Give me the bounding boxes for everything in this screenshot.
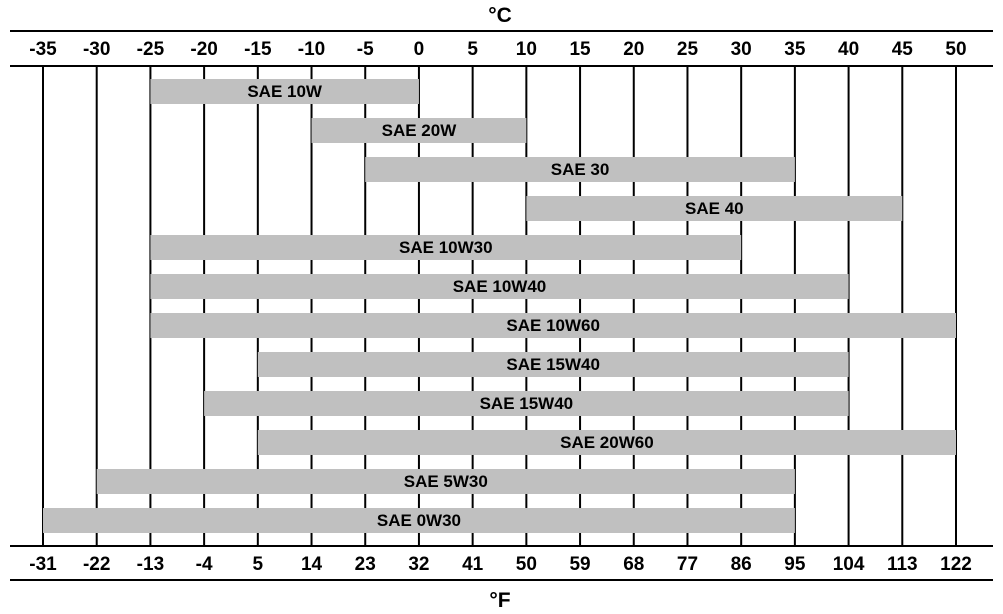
- celsius-tick-label: 15: [569, 39, 591, 60]
- celsius-tick-label: -15: [244, 39, 272, 60]
- bars-group: SAE 10W SAE 20W SAE 30 SAE 40 SAE 10W30 SAE 1…: [43, 79, 957, 533]
- fahrenheit-tick-label: 95: [784, 554, 806, 575]
- fahrenheit-tick-label: -22: [83, 554, 110, 575]
- fahrenheit-tick-label: 122: [940, 554, 972, 575]
- celsius-tick-label: 10: [516, 39, 537, 60]
- range-bar-label: SAE 10W: [247, 82, 323, 101]
- fahrenheit-tick-label: -4: [196, 554, 213, 575]
- range-bar-label: SAE 30: [551, 160, 610, 179]
- range-bar-label: SAE 20W60: [560, 433, 654, 452]
- celsius-tick-label: 5: [467, 39, 478, 60]
- range-bar: [96, 469, 795, 494]
- celsius-tick-label: -20: [190, 39, 217, 60]
- fahrenheit-tick-label: -13: [137, 554, 164, 575]
- fahrenheit-tick-label: 23: [355, 554, 376, 575]
- fahrenheit-tick-label: 59: [569, 554, 590, 575]
- celsius-tick-label: 50: [945, 39, 966, 60]
- celsius-tick-label: -25: [137, 39, 165, 60]
- fahrenheit-tick-label: -31: [29, 554, 57, 575]
- range-bar: [311, 118, 527, 143]
- axis-frame: [10, 30, 993, 581]
- range-bar-label: SAE 10W30: [399, 238, 493, 257]
- celsius-tick-label: -10: [298, 39, 325, 60]
- range-bar: [150, 274, 849, 299]
- range-bar-label: SAE 10W40: [453, 277, 547, 296]
- fahrenheit-tick-label: 86: [731, 554, 752, 575]
- range-bar: [43, 508, 795, 533]
- celsius-tick-label: 45: [892, 39, 914, 60]
- range-bar: [150, 79, 419, 104]
- range-bar: [365, 157, 795, 182]
- range-bar-label: SAE 40: [685, 199, 744, 218]
- celsius-tick-label: 40: [838, 39, 859, 60]
- celsius-tick-label: 35: [784, 39, 806, 60]
- celsius-tick-label: -30: [83, 39, 110, 60]
- range-bar: [204, 391, 849, 416]
- fahrenheit-tick-label: 113: [887, 554, 918, 575]
- range-bar-label: SAE 10W60: [506, 316, 600, 335]
- celsius-tick-label: 0: [414, 39, 425, 60]
- range-bar: [150, 235, 742, 260]
- range-bar: [257, 352, 849, 377]
- celsius-tick-label: 20: [623, 39, 644, 60]
- range-bar-label: SAE 20W: [382, 121, 458, 140]
- celsius-tick-label: -5: [357, 39, 374, 60]
- fahrenheit-tick-label: 41: [462, 554, 484, 575]
- celsius-tick-label: -35: [29, 39, 57, 60]
- range-bar-label: SAE 5W30: [404, 472, 488, 491]
- range-bar: [526, 196, 903, 221]
- fahrenheit-tick-label: 14: [301, 554, 323, 575]
- celsius-tick-label: 30: [731, 39, 752, 60]
- celsius-unit-label: °C: [488, 4, 512, 27]
- fahrenheit-tick-label: 104: [833, 554, 865, 575]
- fahrenheit-tick-label: 32: [408, 554, 429, 575]
- celsius-tick-label: 25: [677, 39, 699, 60]
- range-bar-label: SAE 0W30: [377, 511, 461, 530]
- range-bar: [150, 313, 957, 338]
- grid-lines: [42, 66, 957, 546]
- fahrenheit-tick-label: 77: [677, 554, 698, 575]
- celsius-tick-labels: -35 -30 -25 -20 -15 -10 -5 0 5 10 15 20 25 30 35 40 45 50: [29, 39, 966, 60]
- fahrenheit-tick-label: 68: [623, 554, 644, 575]
- range-bar: [257, 430, 957, 455]
- range-bar-label: SAE 15W40: [480, 394, 574, 413]
- fahrenheit-unit-label: °F: [489, 589, 510, 612]
- fahrenheit-tick-labels: -31 -22 -13 -4 5 14 23 32 41 50 59 68 77 86 95 104 113 12…: [29, 554, 972, 575]
- fahrenheit-tick-label: 5: [253, 554, 264, 575]
- fahrenheit-tick-label: 50: [516, 554, 537, 575]
- range-bar-label: SAE 15W40: [506, 355, 600, 374]
